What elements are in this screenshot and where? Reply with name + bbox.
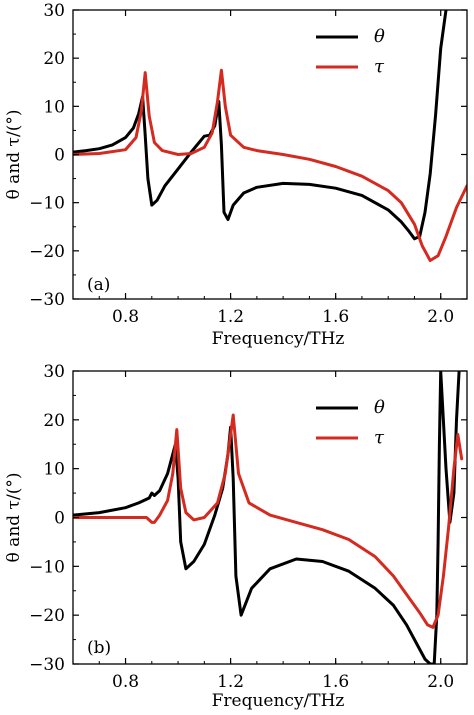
- y-tick-label: −20: [29, 242, 65, 262]
- series-line-theta: [73, 10, 448, 241]
- legend-label-theta: θ: [374, 26, 385, 47]
- y-axis-title: θ and τ/(°): [4, 110, 24, 200]
- legend-label-tau: τ: [374, 56, 385, 77]
- x-tick-label: 2.0: [427, 672, 454, 692]
- series-line-theta: [73, 371, 461, 664]
- panel-b: 0.8 1.2 1.6 2.0 −30 −20 −10 0 10 20 30 Frequency/TH…: [4, 362, 468, 711]
- x-tick-label: 1.2: [217, 672, 244, 692]
- x-axis-title: Frequency/THz: [212, 329, 345, 349]
- x-tick-label: 0.8: [112, 307, 139, 327]
- y-axis-title: θ and τ/(°): [4, 473, 24, 563]
- series-line-tau: [73, 68, 467, 262]
- y-tick-label: 20: [43, 49, 65, 69]
- panel-label: (a): [87, 275, 110, 295]
- x-tick-label: 1.6: [322, 672, 349, 692]
- y-tick-label: −30: [29, 655, 65, 675]
- x-axis-title: Frequency/THz: [212, 691, 345, 711]
- panel-a: 0.8 1.2 1.6 2.0 −30 −20 −10 0 10 20 30 Frequency/TH…: [4, 1, 468, 349]
- legend-label-tau: τ: [374, 427, 385, 448]
- x-tick-label: 1.2: [217, 307, 244, 327]
- y-tick-label: 20: [43, 411, 65, 431]
- y-tick-label: 0: [54, 146, 65, 166]
- y-tick-label: −20: [29, 606, 65, 626]
- y-tick-label: −10: [29, 194, 65, 214]
- y-tick-label: −30: [29, 290, 65, 310]
- plot-frame: [72, 9, 468, 300]
- x-tick-label: 1.6: [322, 307, 349, 327]
- y-tick-label: −10: [29, 557, 65, 577]
- series-line-tau: [73, 413, 464, 629]
- x-tick-label: 0.8: [112, 672, 139, 692]
- y-tick-label: 10: [43, 97, 65, 117]
- y-tick-label: 30: [43, 1, 65, 21]
- y-tick-label: 10: [43, 460, 65, 480]
- y-tick-label: 30: [43, 362, 65, 382]
- panel-label: (b): [87, 638, 111, 658]
- y-tick-label: 0: [54, 509, 65, 529]
- legend-label-theta: θ: [374, 397, 385, 418]
- x-tick-label: 2.0: [427, 307, 454, 327]
